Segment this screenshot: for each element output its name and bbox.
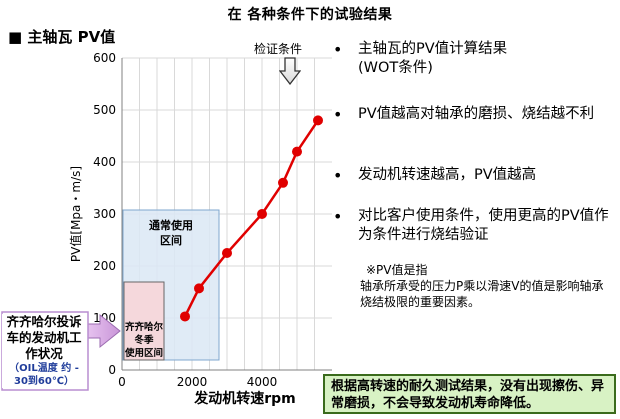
normal-use-range-label: 通常使用 <box>149 218 193 232</box>
y-tick-label: 200 <box>93 259 116 273</box>
y-tick-label: 500 <box>93 103 116 117</box>
x-axis-label: 发动机转速rpm <box>193 390 296 407</box>
bullet-dot-icon: • <box>333 105 343 124</box>
side-note-sub: （OIL温度 约 - 30到60℃） <box>9 363 79 387</box>
bullet-item: • 主轴瓦的PV值计算结果 (WOT条件) <box>333 40 615 78</box>
conclusion-box: 根据高转速的耐久测试结果，没有出现擦伤、异常磨损，不会导致发动机寿命降低。 <box>323 374 616 414</box>
footnote-body: 轴承所承受的压力P乘以滑速V的值是影响轴承烧结极限的重要因素。 <box>360 279 604 309</box>
data-point <box>278 177 288 188</box>
y-tick-label: 0 <box>108 363 116 377</box>
data-point <box>292 146 302 157</box>
qiqihar-winter-range-label: 使用区间 <box>124 347 163 359</box>
data-point <box>222 248 232 258</box>
bullet-dot-icon: • <box>333 166 343 185</box>
bullet-text: 主轴瓦的PV值计算结果 (WOT条件) <box>358 41 508 76</box>
verify-condition-label: 检证条件 <box>254 42 303 56</box>
y-axis-label: PV值[Mpa・m/s] <box>68 166 83 262</box>
side-note-main: 齐齐哈尔投诉车的发动机工作状况 <box>6 314 82 361</box>
verify-down-arrow-icon <box>279 57 301 85</box>
x-tick-label: 4000 <box>247 375 278 389</box>
side-right-arrow-icon <box>87 313 121 349</box>
bullet-item: • 对比客户使用条件，使用更高的PV值作为条件进行烧结验证 <box>333 207 615 245</box>
y-tick-label: 400 <box>93 155 116 169</box>
data-point <box>194 283 204 294</box>
qiqihar-winter-range-label: 齐齐哈尔 <box>124 321 164 333</box>
qiqihar-winter-range-label: 冬季 <box>134 334 154 346</box>
data-point <box>180 311 190 322</box>
footnote: ※PV值是指 轴承所承受的压力P乘以滑速V的值是影响轴承烧结极限的重要因素。 <box>360 262 610 310</box>
data-point <box>313 115 323 126</box>
qiqihar-complaint-note: 齐齐哈尔投诉车的发动机工作状况 （OIL温度 约 - 30到60℃） <box>2 314 86 388</box>
bullet-text: PV值越高对轴承的磨损、烧结越不利 <box>358 106 595 122</box>
x-tick-label: 2000 <box>177 375 208 389</box>
bullet-dot-icon: • <box>333 40 343 59</box>
x-tick-label: 0 <box>118 375 126 389</box>
bullet-dot-icon: • <box>333 207 343 226</box>
slide-title: 在 各种条件下的试验结果 <box>227 7 393 23</box>
y-tick-label: 600 <box>93 51 116 65</box>
section-heading: ■ 主轴瓦 PV值 <box>8 28 116 46</box>
footnote-title: ※PV值是指 <box>366 263 428 277</box>
bullet-item: • PV值越高对轴承的磨损、烧结越不利 <box>333 105 615 124</box>
y-tick-label: 300 <box>93 207 116 221</box>
bullet-text: 对比客户使用条件，使用更高的PV值作为条件进行烧结验证 <box>358 208 609 243</box>
qiqihar-winter-range-box <box>123 281 165 361</box>
chart-series <box>180 115 323 322</box>
bullet-text: 发动机转速越高，PV值越高 <box>358 167 537 183</box>
normal-use-range-label: 区间 <box>160 234 182 247</box>
data-point <box>257 209 267 219</box>
bullet-item: • 发动机转速越高，PV值越高 <box>333 166 615 185</box>
